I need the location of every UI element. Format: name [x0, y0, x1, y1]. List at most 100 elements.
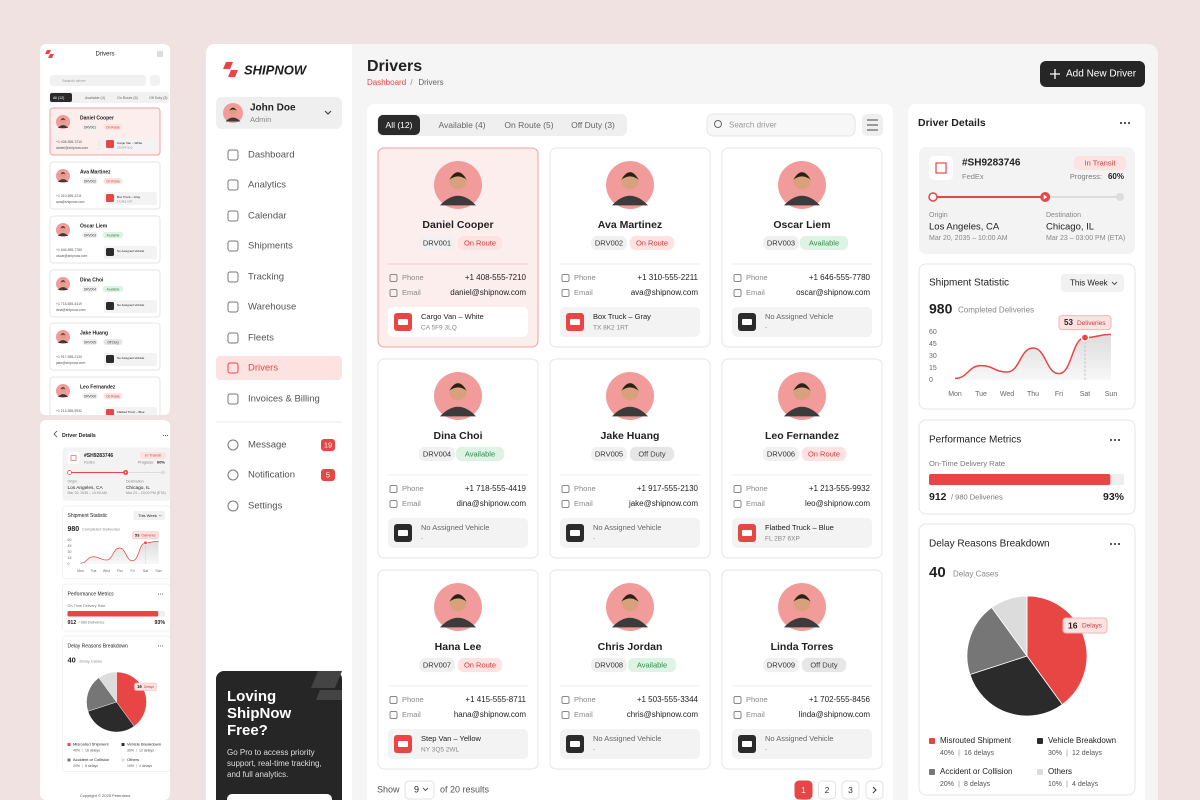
tab[interactable]: On Route (5) [504, 120, 553, 130]
page-button[interactable] [841, 780, 860, 800]
menu-dot[interactable] [1127, 121, 1131, 125]
chevron [158, 514, 162, 517]
avatar [434, 161, 482, 209]
email-label: Email [746, 499, 765, 508]
page-button[interactable] [818, 780, 836, 800]
nav-item[interactable]: Settings [248, 501, 283, 512]
avatar-hair [60, 118, 66, 121]
driver-name: Ava Martinez [598, 219, 662, 231]
nav-item[interactable]: Analytics [248, 180, 286, 191]
tab[interactable]: Off Duty (3) [571, 120, 615, 130]
driver-name: Linda Torres [771, 641, 834, 653]
driver-card-bg[interactable] [721, 358, 883, 559]
avatar [56, 330, 70, 344]
nav-item[interactable]: Tracking [248, 272, 284, 283]
delays-title: Delay Reasons Breakdown [68, 643, 129, 649]
nav-item[interactable]: Notification [248, 470, 295, 481]
menu-dot[interactable] [159, 645, 162, 647]
page-button[interactable] [794, 780, 813, 800]
nav-item[interactable]: Dashboard [248, 150, 294, 161]
legend-swatch [67, 743, 71, 746]
menu-dot[interactable] [1119, 121, 1123, 125]
avatar-body [440, 195, 476, 206]
menu-dot[interactable] [162, 434, 165, 437]
promo-button[interactable] [227, 794, 332, 800]
mobile-tab[interactable]: Available (4) [85, 96, 105, 100]
user-box[interactable] [216, 97, 342, 129]
search-box[interactable] [706, 113, 856, 137]
period-select[interactable] [1061, 274, 1124, 292]
avatar [223, 103, 243, 123]
mobile-driver-status-bg [103, 123, 123, 131]
tab[interactable]: All (12) [386, 120, 413, 130]
page-number[interactable]: 1 [801, 785, 806, 795]
nav-item[interactable]: Fleets [248, 333, 274, 344]
metric-label: On-Time Delivery Rate [929, 459, 1005, 468]
back-icon[interactable] [53, 430, 58, 438]
tab[interactable]: Available (4) [438, 120, 485, 130]
nav-item[interactable]: Warehouse [248, 302, 296, 313]
nav-item[interactable]: Invoices & Billing [248, 394, 320, 405]
driver-card: Jake Huang DRV005 Off Duty Phone +1 917-555-… [549, 358, 711, 559]
menu-dot[interactable] [1123, 121, 1127, 125]
delays-total-label: Delay Cases [80, 658, 103, 663]
next-page[interactable] [865, 780, 884, 800]
mobile-email: dina@shipnow.com [56, 308, 86, 312]
menu-dot[interactable] [1117, 542, 1121, 546]
menu-dot[interactable] [159, 593, 162, 595]
progress-marker-arrow [124, 471, 127, 474]
page-number[interactable]: 3 [848, 785, 853, 795]
driver-card-bg[interactable] [377, 147, 539, 348]
vehicle-name: Step Van – Yellow [421, 734, 481, 743]
nav-item[interactable]: Calendar [248, 211, 287, 222]
menu-dot[interactable] [164, 434, 167, 437]
period-select[interactable] [133, 511, 166, 520]
pie-slice [98, 671, 117, 703]
menu-dot[interactable] [157, 645, 160, 647]
vehicle-plate: - [593, 536, 595, 543]
menu-dot[interactable] [161, 593, 164, 595]
menu-dot[interactable] [1113, 438, 1117, 442]
nav-item[interactable]: Shipments [248, 241, 293, 252]
driver-id-bg [419, 446, 455, 462]
menu-dot[interactable] [1109, 542, 1113, 546]
menu-dot[interactable] [166, 434, 169, 437]
driver-card-bg[interactable] [377, 569, 539, 770]
phone-label: Phone [746, 273, 768, 282]
mobile-tab[interactable]: Off Duty (3) [149, 96, 168, 100]
menu-dot[interactable] [1109, 438, 1113, 442]
shipment-status-bg [139, 451, 167, 460]
nav-icon [227, 362, 239, 374]
callout-value: 53 [135, 533, 140, 538]
phone-value: +1 917-555-2130 [637, 484, 699, 493]
nav-item[interactable]: Drivers [248, 363, 278, 374]
avatar-body [57, 394, 69, 397]
driver-card-bg[interactable] [549, 358, 711, 559]
email-icon [561, 500, 570, 508]
driver-card-bg[interactable] [721, 569, 883, 770]
avatar [56, 223, 70, 237]
menu-dot[interactable] [161, 645, 164, 647]
page-number[interactable]: 2 [825, 785, 830, 795]
driver-card-bg[interactable] [549, 147, 711, 348]
add-driver-button[interactable] [1040, 61, 1145, 87]
mobile-phone: +1 213-555-9932 [56, 409, 82, 413]
nav-item[interactable]: Message [248, 440, 287, 451]
breadcrumb-link[interactable]: Dashboard [367, 78, 406, 87]
mobile-driver-status: On Route [106, 179, 120, 183]
menu-dot[interactable] [1113, 542, 1117, 546]
menu-dot[interactable] [1117, 438, 1121, 442]
driver-status: On Route [636, 238, 668, 247]
avatar-body [784, 195, 820, 206]
promo-deco [311, 671, 342, 700]
page-size-select[interactable] [404, 780, 435, 800]
driver-card: Daniel Cooper DRV001 On Route Phone +1 408-5… [377, 147, 539, 348]
driver-id: DRV005 [595, 449, 623, 458]
menu-dot[interactable] [157, 593, 160, 595]
mobile-tab[interactable]: All (12) [53, 96, 64, 100]
mobile-tab[interactable]: On Route (5) [117, 96, 138, 100]
avatar [606, 161, 654, 209]
completed-total: / 980 Deliveries [79, 621, 105, 625]
avatar-hair [60, 172, 66, 175]
